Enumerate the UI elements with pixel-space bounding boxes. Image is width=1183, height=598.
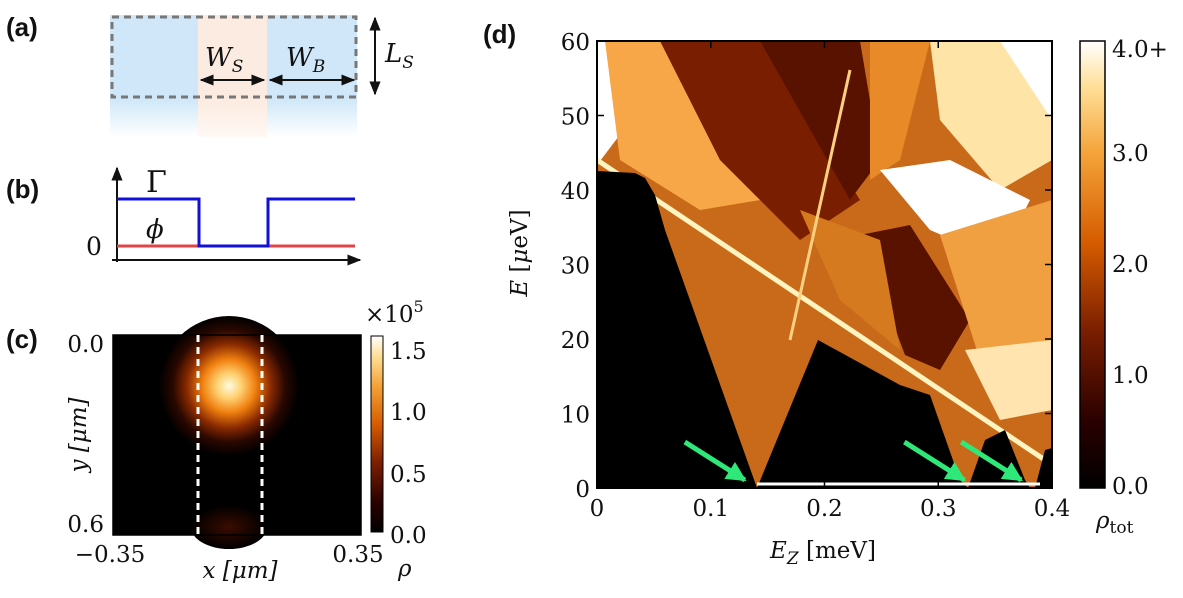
d-cbar-tick-3: 3.0 [1112, 141, 1149, 167]
scattering-region-box [110, 15, 358, 99]
panel-d: (d) 0 10 20 30 40 50 60 0 0.1 0.2 0.3 0.4 [483, 19, 1168, 569]
d-ytick-label: 0 [575, 477, 590, 503]
c-ylabel: y [μm] [66, 397, 92, 473]
d-ytick-label: 60 [561, 30, 590, 56]
ws-label: WS [205, 43, 243, 77]
d-ytick-label: 40 [561, 179, 590, 205]
d-xtick-label: 0 [590, 496, 605, 522]
d-colorbar-label: ρtot [1095, 508, 1134, 538]
c-xtick-left: −0.35 [75, 542, 145, 568]
d-xtick-label: 0.2 [806, 496, 843, 522]
panel-b-label: (b) [6, 174, 39, 204]
d-green-arrow [959, 439, 1023, 483]
d-colorbar [1079, 40, 1106, 489]
d-cbar-tick-0: 0.0 [1112, 474, 1149, 500]
c-secondary-lobe [191, 505, 267, 549]
zero-label: 0 [86, 232, 102, 261]
d-dark-band-1 [660, 41, 860, 240]
d-corner-white [1000, 41, 1052, 120]
panel-b: (b) Γ ϕ 0 [6, 165, 362, 266]
c-multiplier: ×105 [365, 297, 424, 328]
panel-c-label: (c) [6, 324, 38, 354]
d-ytick-label: 20 [561, 328, 590, 354]
d-xtick-label: 0.4 [1034, 496, 1071, 522]
panel-c: (c) 0.0 0.6 −0.35 0.35 x [μm] y [μm] ×10… [6, 297, 427, 584]
phi-label: ϕ [146, 215, 164, 245]
barrier-fade [267, 99, 357, 137]
c-colorbar [370, 335, 384, 533]
d-ylabel: E [μeV] [507, 209, 533, 297]
d-region-orange-1 [605, 41, 760, 210]
c-cbar-tick-15: 1.5 [390, 339, 427, 365]
d-tick-labels: 0 10 20 30 40 50 60 0 0.1 0.2 0.3 0.4 [561, 30, 1071, 522]
c-cbar-tick-10: 1.0 [390, 400, 427, 426]
d-region-mid [800, 210, 900, 350]
d-ytick-label: 30 [561, 254, 590, 280]
d-dark-band-3 [860, 225, 970, 370]
c-ytick-bottom: 0.6 [67, 512, 104, 538]
left-lead-fade [110, 99, 198, 137]
d-gap-region-1 [597, 171, 757, 488]
d-axis-ticks [596, 40, 1053, 489]
c-cbar-tick-00: 0.0 [390, 523, 427, 549]
d-xtick-label: 0.3 [920, 496, 957, 522]
c-colorbar-label: ρ [397, 556, 412, 582]
d-ytick-label: 50 [561, 105, 590, 131]
d-region-orange-3 [940, 200, 1052, 360]
gamma-curve [117, 197, 355, 248]
d-dark-band-2 [760, 41, 880, 200]
c-xtick-right: 0.35 [332, 542, 383, 568]
c-frame [112, 334, 362, 536]
d-green-arrow [683, 439, 747, 483]
d-xtick-label: 0.1 [692, 496, 729, 522]
d-arrows [683, 439, 1023, 483]
d-gap-region-4 [1035, 448, 1052, 488]
wb-label: WB [286, 43, 325, 77]
d-region-light-right [965, 340, 1052, 420]
gamma-label: Γ [146, 165, 167, 200]
d-ytick-label: 10 [561, 403, 590, 429]
d-green-arrow [903, 439, 967, 483]
c-density-peak [159, 316, 299, 456]
d-top-right-bright [930, 41, 1052, 190]
superconductor-fade [198, 99, 267, 137]
d-region-orange-2 [870, 41, 930, 180]
panel-a-label: (a) [6, 12, 38, 42]
c-ytick-top: 0.0 [67, 332, 104, 358]
d-xlabel: EZ [meV] [769, 538, 876, 569]
d-cbar-tick-4: 4.0+ [1112, 37, 1168, 63]
ls-label: LS [384, 39, 414, 73]
d-heatmap [597, 41, 1052, 488]
d-crossing-line [597, 157, 1047, 463]
panel-d-label: (d) [483, 19, 516, 49]
left-lead-region [110, 15, 198, 99]
d-line-2 [788, 69, 852, 341]
d-cbar-tick-1: 1.0 [1112, 363, 1149, 389]
panel-a: (a) WS WB LS [6, 12, 414, 137]
c-cbar-tick-05: 0.5 [390, 462, 427, 488]
c-xlabel: x [μm] [203, 558, 278, 584]
d-cbar-tick-2: 2.0 [1112, 252, 1149, 278]
